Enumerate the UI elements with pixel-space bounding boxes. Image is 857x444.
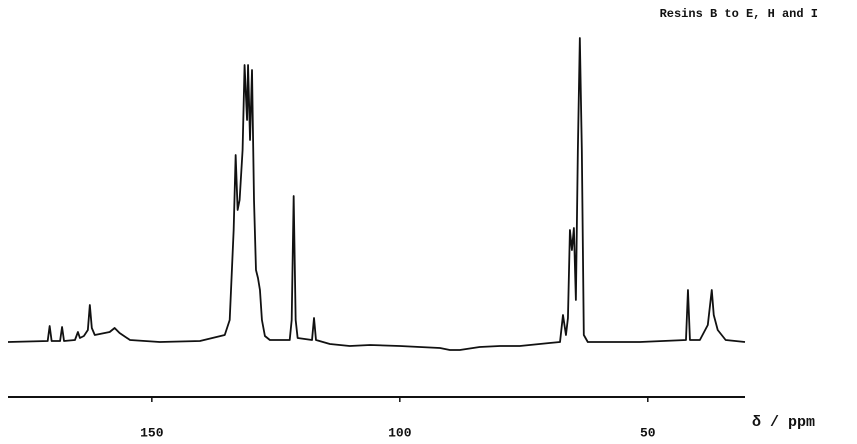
x-tick-label: 100 (388, 425, 412, 440)
x-axis-label: δ / ppm (752, 414, 815, 431)
spectrum-line (7, 37, 746, 351)
x-tick-label: 50 (640, 425, 656, 440)
x-tick-label: 150 (140, 425, 164, 440)
chart-title: Resins B to E, H and I (660, 7, 818, 21)
